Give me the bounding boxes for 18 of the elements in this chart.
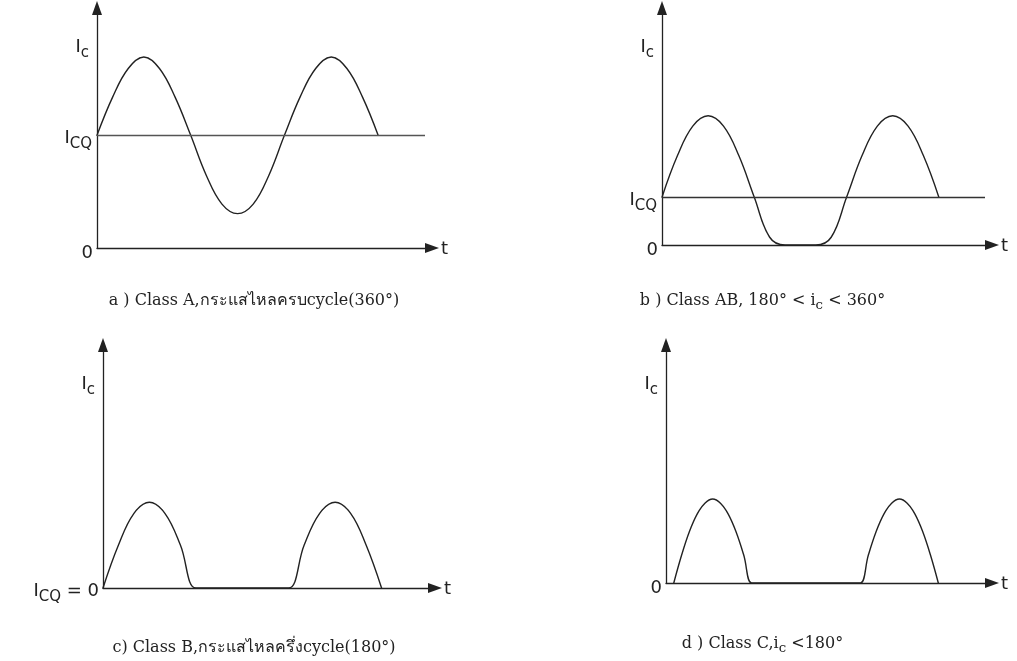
text: 0 bbox=[650, 576, 662, 597]
y-axis-title: I$_{c}$ bbox=[640, 35, 654, 61]
ref-line-label: I$_{CQ}$ bbox=[629, 187, 657, 214]
text: d ) Class C,i$_{c}$ <180° bbox=[681, 633, 844, 656]
text: a ) Class A,กระแสไหลครบcycle(360°) bbox=[108, 290, 400, 309]
y-axis-title: I$_{c}$ bbox=[81, 372, 95, 398]
ref-line-label: I$_{CQ}$ bbox=[64, 126, 92, 152]
x-axis-title: t bbox=[1001, 572, 1009, 593]
x-axis-title: t bbox=[444, 577, 452, 598]
y-axis-title: I$_{c}$ bbox=[75, 35, 89, 61]
text: I$_{CQ}$ = 0 bbox=[33, 578, 99, 605]
text: 0 bbox=[646, 238, 658, 259]
text: 0 bbox=[81, 241, 93, 262]
x-axis-title: t bbox=[1001, 234, 1009, 255]
y-axis-title: I$_{c}$ bbox=[644, 372, 658, 398]
text: b ) Class AB, 180° < i$_{c}$ < 360° bbox=[639, 290, 886, 313]
text: c) Class B,กระแสไหลครึ่งcycle(180°) bbox=[112, 637, 396, 656]
x-axis-title: t bbox=[441, 237, 449, 258]
